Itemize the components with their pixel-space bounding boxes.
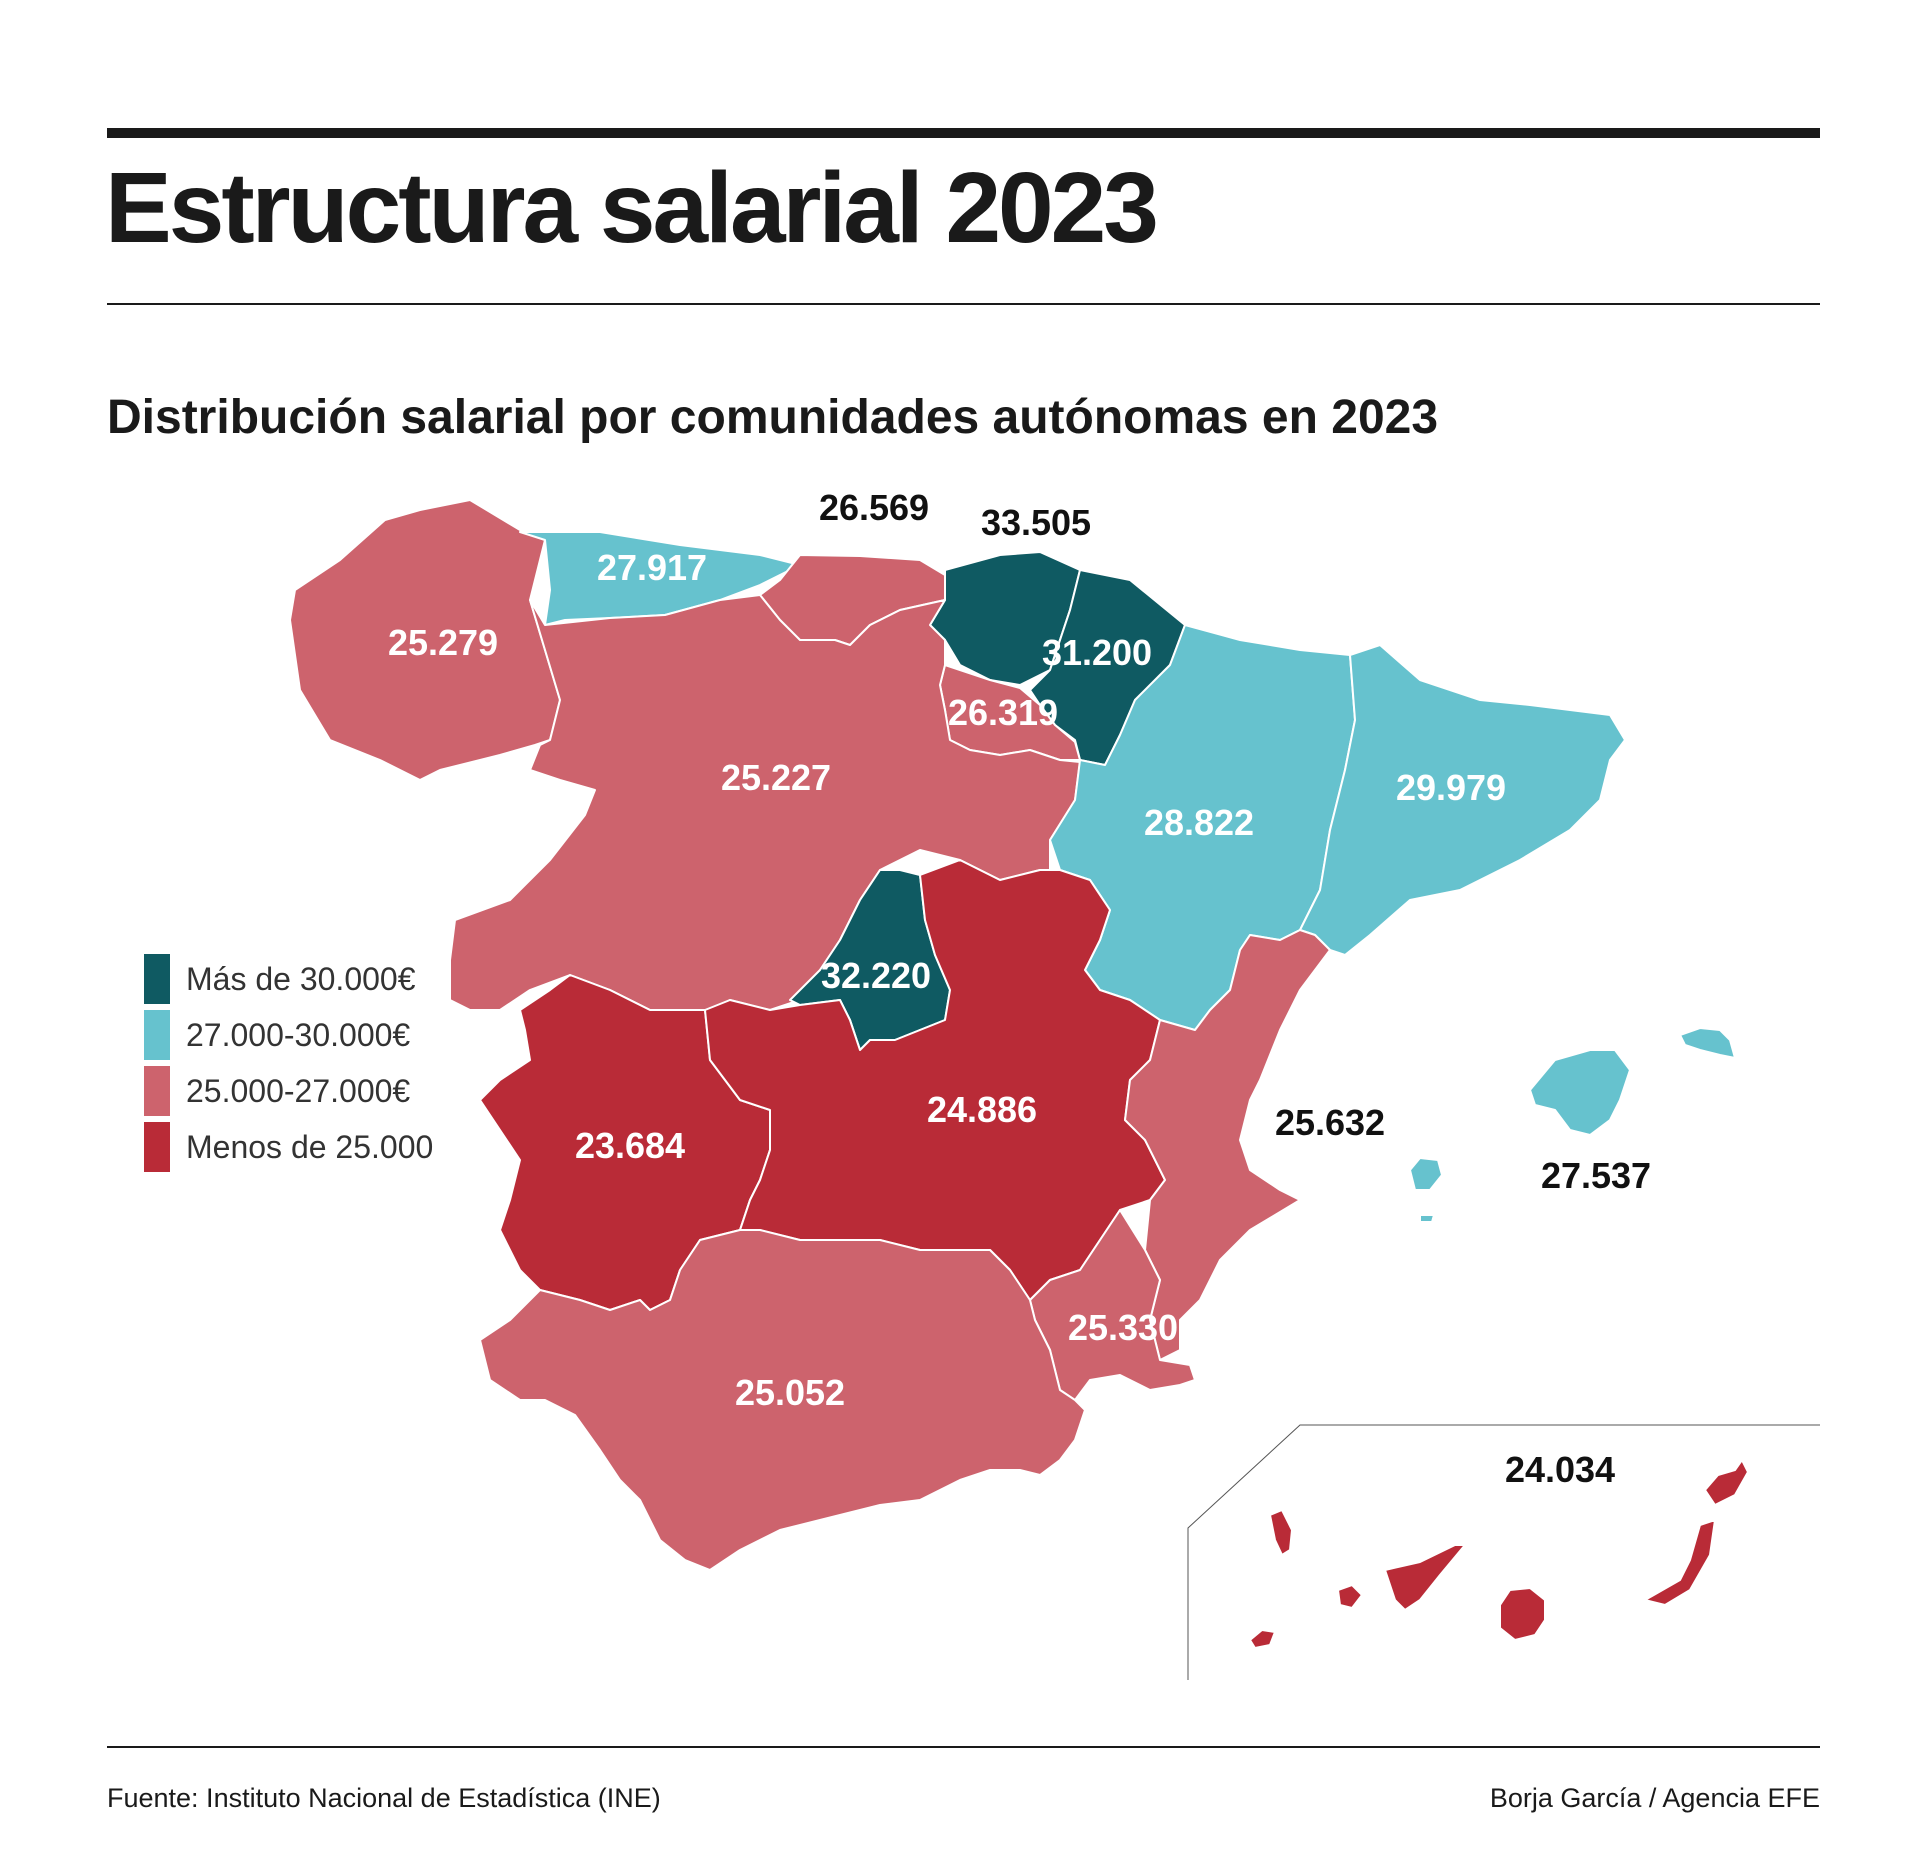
author-credit: Borja García / Agencia EFE	[1489, 1783, 1820, 1813]
region-baleares-formentera[interactable]	[1419, 1214, 1435, 1223]
region-cataluna[interactable]	[1299, 644, 1626, 956]
region-baleares-ibiza[interactable]	[1409, 1157, 1443, 1191]
legend-label: 27.000-30.000€	[186, 1016, 411, 1053]
page-title: Estructura salarial 2023	[105, 152, 1159, 264]
legend-label: Menos de 25.000	[186, 1128, 434, 1165]
value-label-aragon: 28.822	[1144, 802, 1254, 843]
region-canarias-gran-canaria[interactable]	[1499, 1587, 1546, 1641]
value-label-asturias: 27.917	[597, 547, 707, 588]
value-label-extremadura: 23.684	[575, 1125, 685, 1166]
region-castilla-y-leon[interactable]	[449, 594, 1081, 1011]
value-label-galicia: 25.279	[388, 622, 498, 663]
canarias-inset-frame	[1187, 1424, 1820, 1680]
region-canarias-lanzarote[interactable]	[1704, 1459, 1749, 1506]
region-baleares-mallorca[interactable]	[1529, 1049, 1631, 1136]
region-canarias-fuerteventura[interactable]	[1644, 1519, 1716, 1606]
value-label-madrid: 32.220	[821, 955, 931, 996]
value-label-pais-vasco: 33.505	[981, 502, 1091, 543]
value-label-cantabria: 26.569	[819, 487, 929, 528]
value-label-comunidad-valenciana: 25.632	[1275, 1102, 1385, 1143]
value-label-andalucia: 25.052	[735, 1372, 845, 1413]
region-comunidad-valenciana[interactable]	[1124, 929, 1331, 1361]
value-label-baleares: 27.537	[1541, 1155, 1651, 1196]
legend-swatch	[144, 1010, 170, 1060]
region-canarias-la-palma[interactable]	[1269, 1509, 1293, 1556]
value-label-castilla-la-mancha: 24.886	[927, 1089, 1037, 1130]
map-subtitle: Distribución salarial por comunidades au…	[107, 391, 1439, 444]
source-note: Fuente: Instituto Nacional de Estadístic…	[107, 1783, 661, 1813]
value-label-navarra: 31.200	[1042, 632, 1152, 673]
footer-divider	[107, 1746, 1820, 1748]
region-canarias-tenerife[interactable]	[1384, 1544, 1466, 1611]
top-rule	[107, 128, 1820, 138]
legend-label: 25.000-27.000€	[186, 1072, 411, 1109]
map-legend: Más de 30.000€ 27.000-30.000€ 25.000-27.…	[144, 951, 433, 1175]
region-canarias-la-gomera[interactable]	[1337, 1584, 1363, 1609]
region-andalucia[interactable]	[479, 1229, 1086, 1571]
legend-item-mas-30000: Más de 30.000€	[144, 951, 433, 1007]
value-label-la-rioja: 26.319	[948, 692, 1058, 733]
legend-item-menos-25000: Menos de 25.000	[144, 1119, 433, 1175]
region-baleares-menorca[interactable]	[1679, 1027, 1736, 1059]
value-label-cataluna: 29.979	[1396, 767, 1506, 808]
title-divider	[107, 303, 1820, 305]
region-canarias-el-hierro[interactable]	[1249, 1629, 1276, 1649]
value-label-canarias: 24.034	[1505, 1449, 1615, 1490]
legend-swatch	[144, 1066, 170, 1116]
region-galicia[interactable]	[289, 499, 561, 781]
legend-label: Más de 30.000€	[186, 960, 416, 997]
value-label-murcia: 25.330	[1068, 1307, 1178, 1348]
value-label-castilla-y-leon: 25.227	[721, 757, 831, 798]
legend-item-27000-30000: 27.000-30.000€	[144, 1007, 433, 1063]
legend-swatch	[144, 1122, 170, 1172]
legend-item-25000-27000: 25.000-27.000€	[144, 1063, 433, 1119]
legend-swatch	[144, 954, 170, 1004]
